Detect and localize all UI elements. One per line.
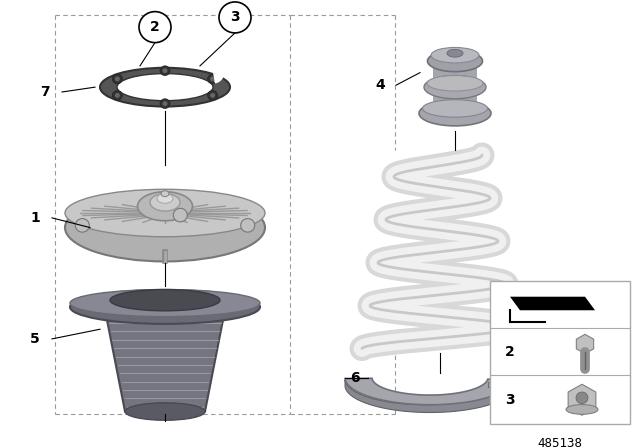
Ellipse shape: [427, 76, 483, 91]
Ellipse shape: [70, 290, 260, 324]
Ellipse shape: [161, 191, 169, 197]
Text: 3: 3: [230, 10, 240, 25]
Polygon shape: [345, 379, 515, 413]
Circle shape: [160, 66, 170, 76]
Text: 6: 6: [350, 370, 360, 385]
Circle shape: [241, 219, 255, 232]
Circle shape: [173, 208, 188, 222]
Ellipse shape: [419, 101, 491, 126]
Ellipse shape: [70, 289, 260, 317]
Circle shape: [210, 93, 215, 98]
Ellipse shape: [431, 47, 479, 63]
Polygon shape: [105, 310, 225, 412]
Circle shape: [219, 2, 251, 33]
Polygon shape: [433, 61, 477, 118]
Text: 3: 3: [505, 393, 515, 407]
Polygon shape: [488, 382, 520, 388]
Circle shape: [115, 77, 120, 82]
Circle shape: [210, 77, 215, 82]
Circle shape: [163, 68, 168, 73]
Ellipse shape: [125, 403, 205, 420]
FancyBboxPatch shape: [490, 281, 630, 424]
Text: 1: 1: [30, 211, 40, 225]
Circle shape: [113, 90, 122, 100]
Ellipse shape: [117, 73, 213, 101]
Ellipse shape: [100, 68, 230, 107]
Ellipse shape: [447, 49, 463, 57]
Ellipse shape: [150, 194, 180, 211]
Circle shape: [76, 219, 90, 232]
Ellipse shape: [428, 50, 483, 72]
Circle shape: [160, 99, 170, 108]
Circle shape: [163, 101, 168, 106]
Ellipse shape: [422, 100, 488, 117]
Ellipse shape: [65, 194, 265, 262]
Polygon shape: [510, 297, 595, 310]
Text: 2: 2: [150, 20, 160, 34]
Ellipse shape: [65, 190, 265, 237]
Text: 7: 7: [40, 85, 50, 99]
Text: 485138: 485138: [538, 437, 582, 448]
Ellipse shape: [424, 76, 486, 99]
Ellipse shape: [110, 289, 220, 311]
Text: 5: 5: [30, 332, 40, 346]
Ellipse shape: [138, 192, 193, 221]
Ellipse shape: [566, 405, 598, 414]
Circle shape: [113, 74, 122, 84]
Text: 2: 2: [505, 345, 515, 359]
Circle shape: [207, 74, 218, 84]
Circle shape: [115, 93, 120, 98]
Wedge shape: [213, 73, 222, 82]
Polygon shape: [345, 378, 515, 405]
Text: 4: 4: [375, 78, 385, 92]
Circle shape: [207, 90, 218, 100]
Circle shape: [576, 392, 588, 404]
Ellipse shape: [157, 194, 173, 203]
Circle shape: [139, 12, 171, 43]
